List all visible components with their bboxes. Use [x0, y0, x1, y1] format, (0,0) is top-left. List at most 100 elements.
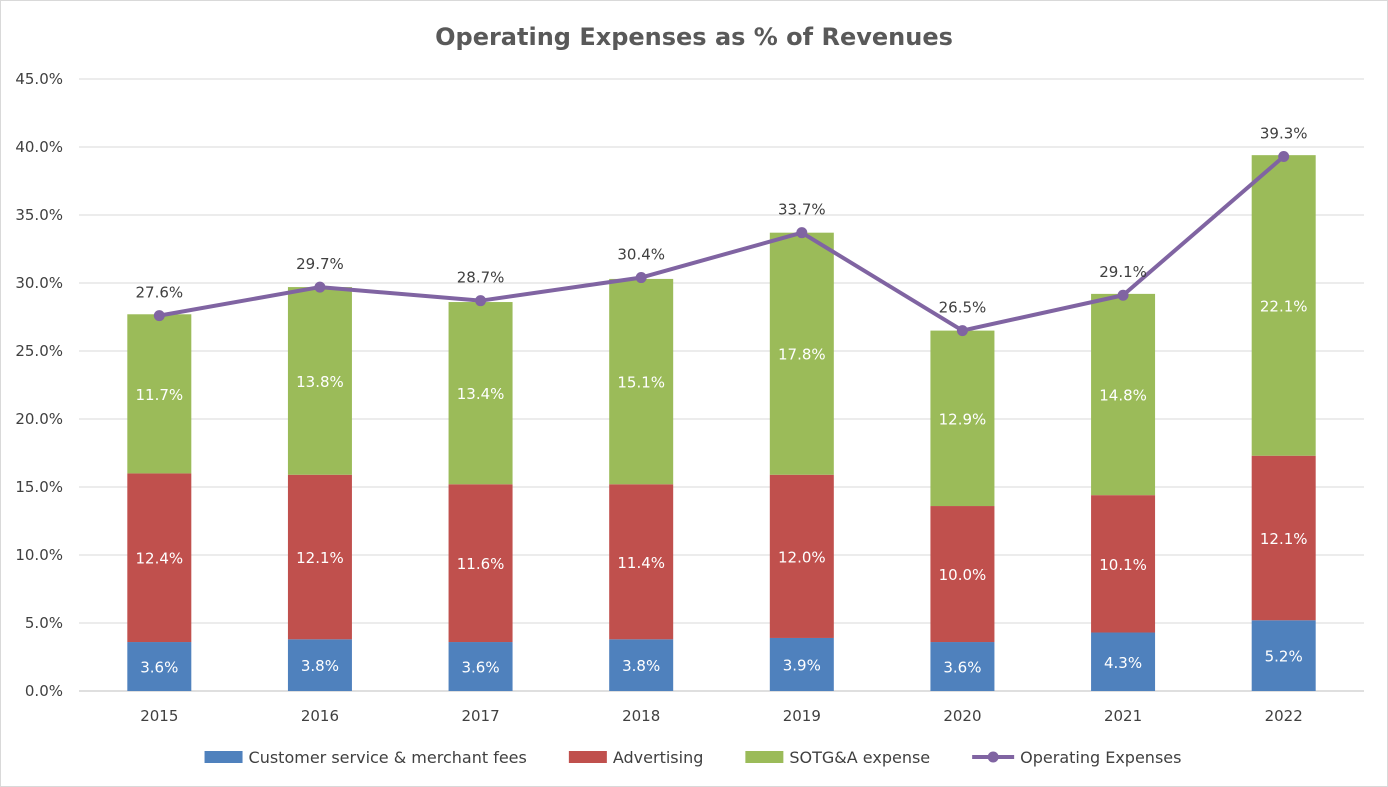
bar-data-label: 3.9% [783, 656, 821, 674]
y-tick-label: 45.0% [15, 70, 63, 88]
legend-swatch [204, 751, 243, 763]
legend-item: Operating Expenses [972, 748, 1181, 767]
bar-data-label: 5.2% [1265, 648, 1303, 666]
bar-data-label: 12.4% [135, 550, 183, 568]
bar-segment [609, 484, 674, 640]
bar-segment [448, 302, 513, 485]
bar-segment [1251, 455, 1316, 621]
y-tick-label: 40.0% [15, 138, 63, 156]
y-tick-label: 0.0% [25, 682, 63, 700]
line-data-label: 30.4% [617, 246, 665, 264]
line-data-label: 29.1% [1099, 263, 1147, 281]
bar-data-label: 3.6% [943, 659, 981, 677]
bar-segment [1091, 495, 1156, 633]
gridlines [79, 78, 1364, 692]
bar-data-label: 10.1% [1099, 556, 1147, 574]
bar-data-label: 11.7% [135, 386, 183, 404]
bar-segment [609, 278, 674, 485]
bar-data-label: 17.8% [778, 346, 826, 364]
line-data-label: 27.6% [135, 284, 183, 302]
legend-item: Customer service & merchant fees [204, 748, 527, 767]
bar-segment [127, 314, 192, 474]
x-tick-label: 2020 [943, 707, 981, 725]
line-point [956, 325, 968, 337]
bar-data-label: 13.4% [457, 385, 505, 403]
y-tick-label: 25.0% [15, 342, 63, 360]
y-tick-label: 5.0% [25, 614, 63, 632]
line-data-label: 39.3% [1260, 125, 1308, 143]
bar-segment [287, 639, 352, 691]
bar-segment [769, 474, 834, 638]
bar-segment [1251, 155, 1316, 456]
bar-segment [448, 642, 513, 691]
line-data-label: 28.7% [457, 269, 505, 287]
bar-data-label: 11.6% [457, 555, 505, 573]
line-point [1278, 151, 1290, 163]
line-point [635, 272, 647, 284]
x-tick-label: 2018 [622, 707, 660, 725]
x-tick-label: 2019 [783, 707, 821, 725]
operating-expenses-line: 27.6% 29.7% 28.7% 30.4% 33.7% 26.5% 29.1% 39.3% [135, 125, 1308, 337]
line-point [153, 310, 165, 322]
bar-segment [930, 330, 995, 507]
y-tick-label: 10.0% [15, 546, 63, 564]
bar-data-label: 10.0% [939, 566, 987, 584]
bar-data-label: 3.6% [462, 659, 500, 677]
line-point [314, 281, 326, 293]
bar-segment [1251, 620, 1316, 691]
bar-segment [769, 637, 834, 691]
bar-segment [930, 642, 995, 691]
bar-data-label: 11.4% [617, 554, 665, 572]
legend-label: SOTG&A expense [789, 748, 930, 767]
line-data-label: 33.7% [778, 201, 826, 219]
bar-data-label: 4.3% [1104, 654, 1142, 672]
bar-data-label: 13.8% [296, 373, 344, 391]
legend-swatch [745, 751, 784, 763]
x-tick-label: 2021 [1104, 707, 1142, 725]
bar-data-label: 15.1% [617, 374, 665, 392]
bar-segment [287, 287, 352, 475]
legend-marker [987, 751, 999, 763]
bar-data-label: 14.8% [1099, 387, 1147, 405]
legend-item: Advertising [568, 748, 704, 767]
legend-swatch [568, 751, 607, 763]
bars: 3.6% 12.4% 11.7% 3.8% 12.1% 13.8% 3.6% 11.6% 13.… [127, 155, 1316, 691]
line-data-label: 26.5% [939, 299, 987, 317]
bar-data-label: 3.8% [622, 657, 660, 675]
legend: Customer service & merchant fees Advertis… [204, 748, 1181, 767]
bar-segment [127, 473, 192, 643]
bar-data-label: 3.6% [140, 659, 178, 677]
line-point [796, 227, 808, 239]
bar-segment [287, 474, 352, 640]
bar-data-label: 12.1% [1260, 530, 1308, 548]
y-axis-ticks: 0.0% 5.0% 10.0% 15.0% 20.0% 25.0% 30.0% 35.0% 40… [15, 70, 63, 700]
bar-data-label: 12.1% [296, 549, 344, 567]
line-point [475, 295, 487, 307]
series-line [158, 155, 1285, 333]
bar-segment [127, 642, 192, 691]
y-tick-label: 35.0% [15, 206, 63, 224]
bar-segment [1091, 632, 1156, 691]
y-tick-label: 15.0% [15, 478, 63, 496]
bar-segment [769, 232, 834, 475]
line-data-label: 29.7% [296, 255, 344, 273]
bar-data-label: 3.8% [301, 657, 339, 675]
bar-data-label: 22.1% [1260, 297, 1308, 315]
bar-data-label: 12.9% [939, 410, 987, 428]
y-tick-label: 20.0% [15, 410, 63, 428]
bar-data-label: 12.0% [778, 548, 826, 566]
legend-label: Operating Expenses [1020, 748, 1181, 767]
bar-segment [448, 484, 513, 643]
bar-segment [1091, 293, 1156, 496]
legend-label: Advertising [613, 748, 704, 767]
x-tick-label: 2015 [140, 707, 178, 725]
x-tick-label: 2022 [1265, 707, 1303, 725]
legend-label: Customer service & merchant fees [249, 748, 527, 767]
x-tick-label: 2016 [301, 707, 339, 725]
bar-segment [609, 639, 674, 691]
legend-item: SOTG&A expense [745, 748, 930, 767]
y-tick-label: 30.0% [15, 274, 63, 292]
line-point [1117, 289, 1129, 301]
